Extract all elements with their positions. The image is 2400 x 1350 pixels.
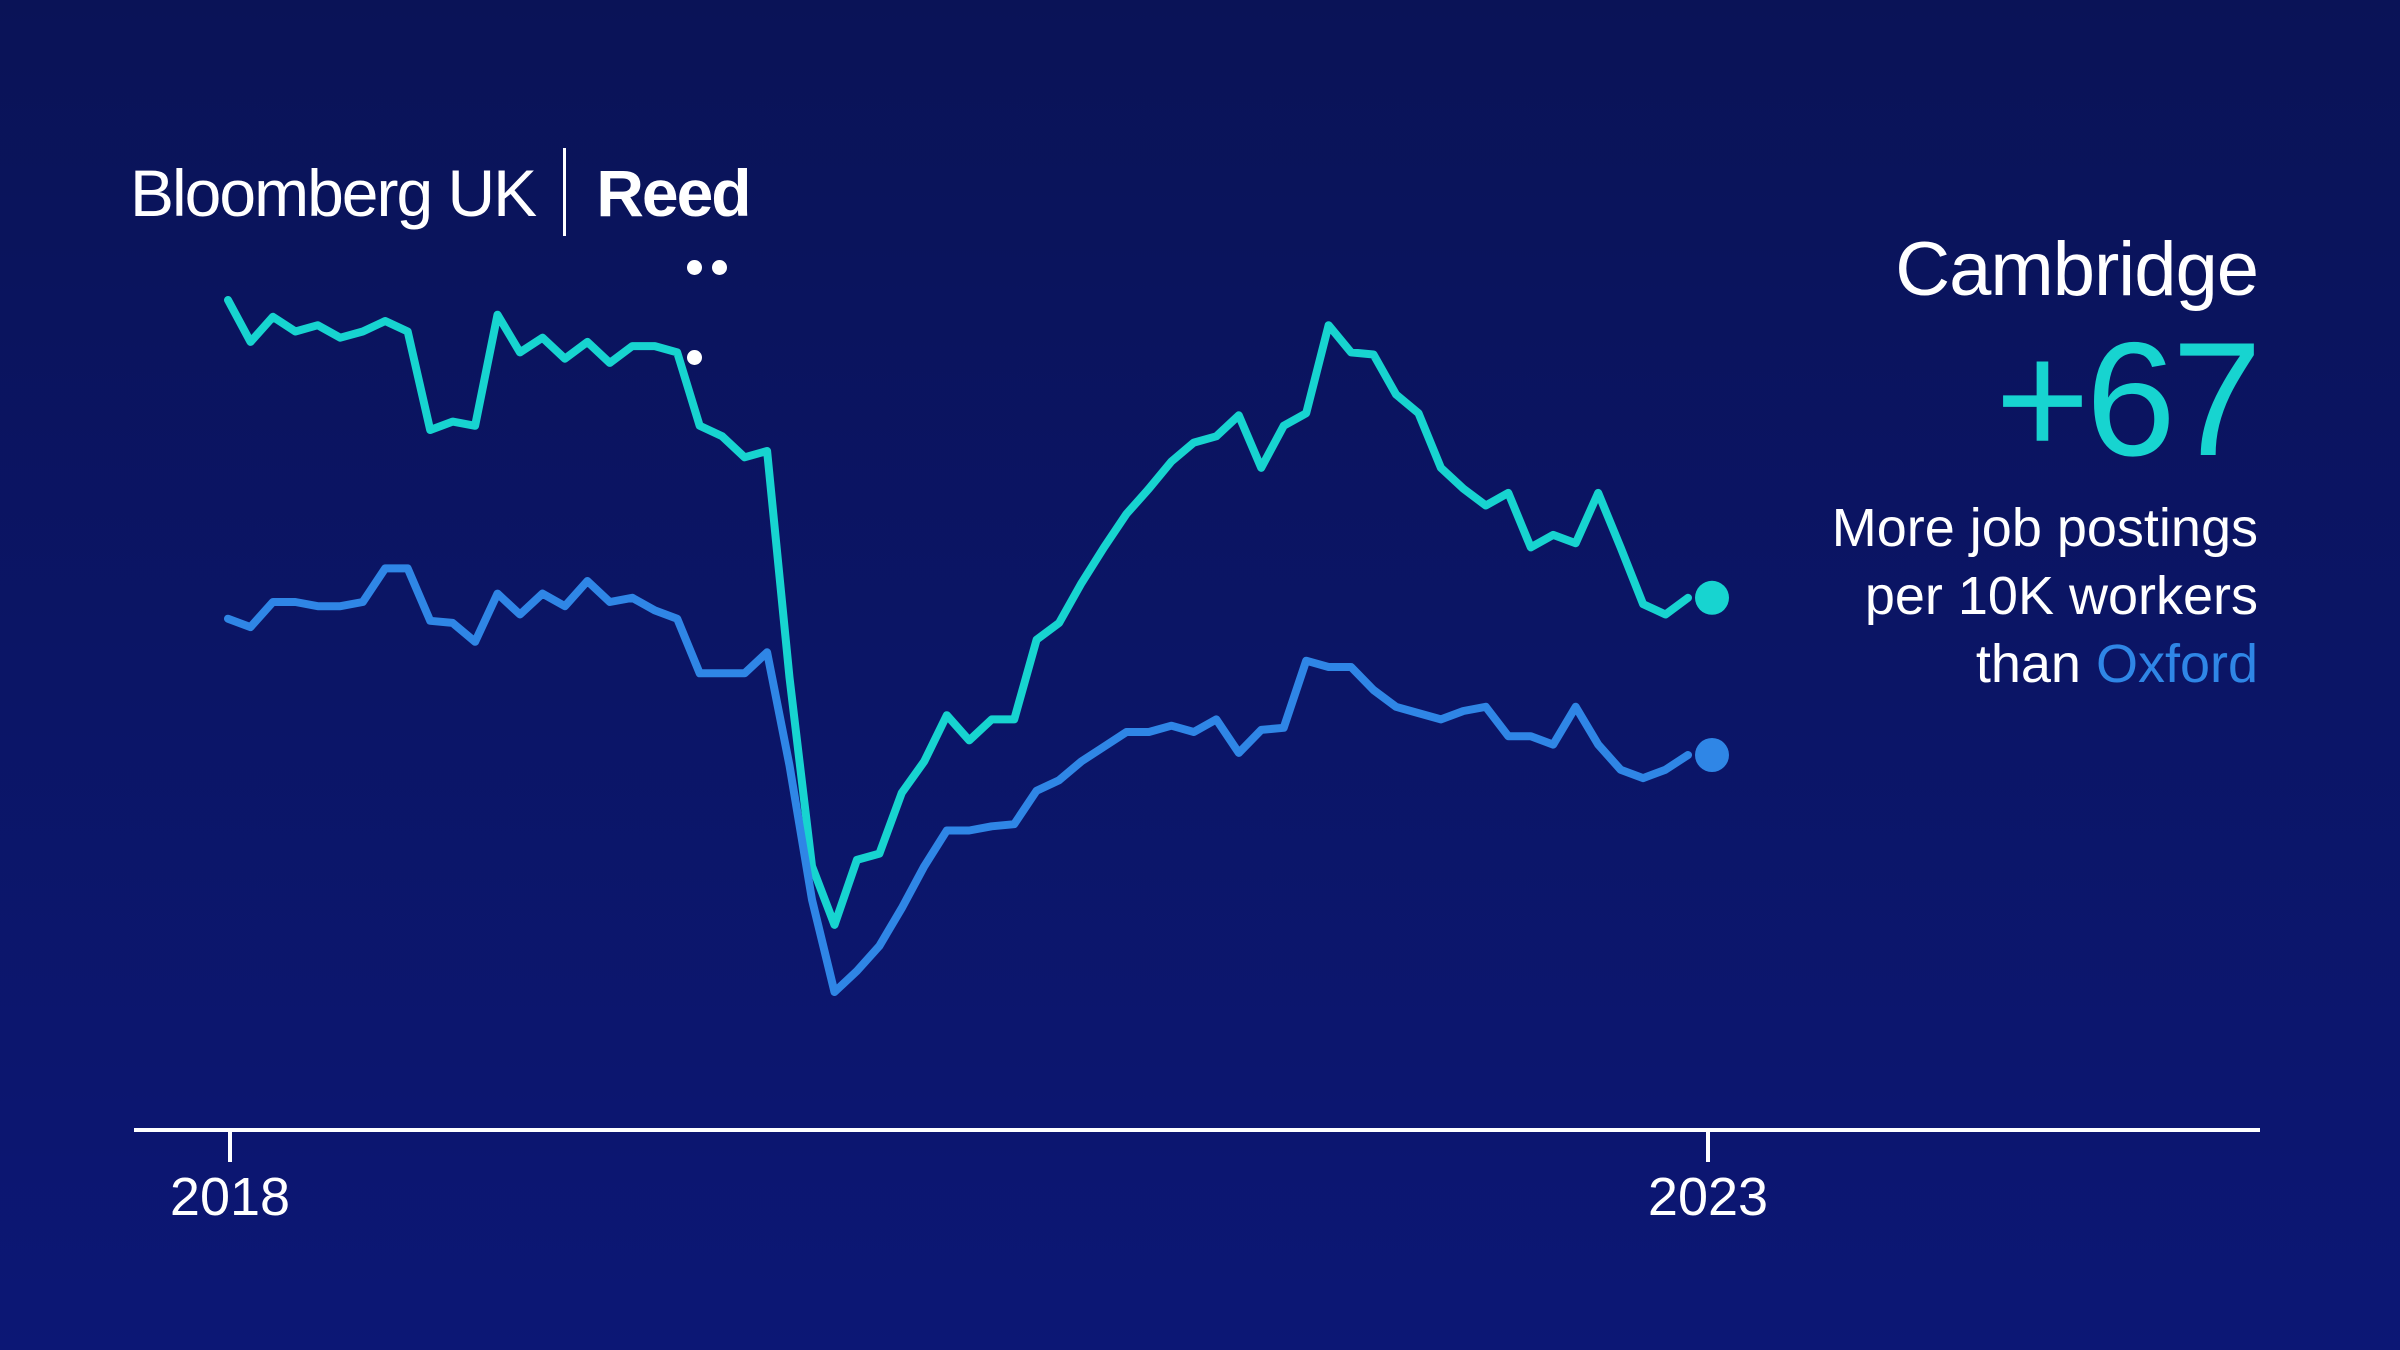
end-dots [1695,580,1729,772]
reed-dots-icon [687,226,759,365]
end-dot-cambridge [1695,580,1729,615]
bloomberg-uk-logo: Bloomberg UK [130,156,537,230]
reed-logo: Reed [596,148,752,365]
series-line-oxford [224,564,1692,996]
logo-divider [563,148,567,236]
x-ticks: 2018 2023 [170,1130,1768,1227]
x-tick-label-2023: 2023 [1648,1167,1768,1227]
desc-line-2: per 10K workers [1864,566,2258,626]
city-title: Cambridge [1895,227,2259,312]
desc-line-3-prefix: than [1975,634,2096,694]
desc-line-3: than Oxford [1558,630,2258,698]
annotation-description: More job postings per 10K workers than O… [1558,494,2258,698]
desc-line-1: More job postings [1831,498,2258,558]
end-dot-oxford [1695,738,1729,772]
x-tick-label-2018: 2018 [170,1167,290,1227]
delta-value: +67 [1995,309,2262,490]
comparison-city: Oxford [2095,634,2258,694]
brand-logos: Bloomberg UK Reed [130,148,752,365]
reed-logo-text: Reed [596,156,751,230]
series-line-cambridge [224,296,1692,929]
annotation-panel: Cambridge +67 More job postings per 10K … [1558,220,2262,698]
series-layer [224,296,1692,996]
